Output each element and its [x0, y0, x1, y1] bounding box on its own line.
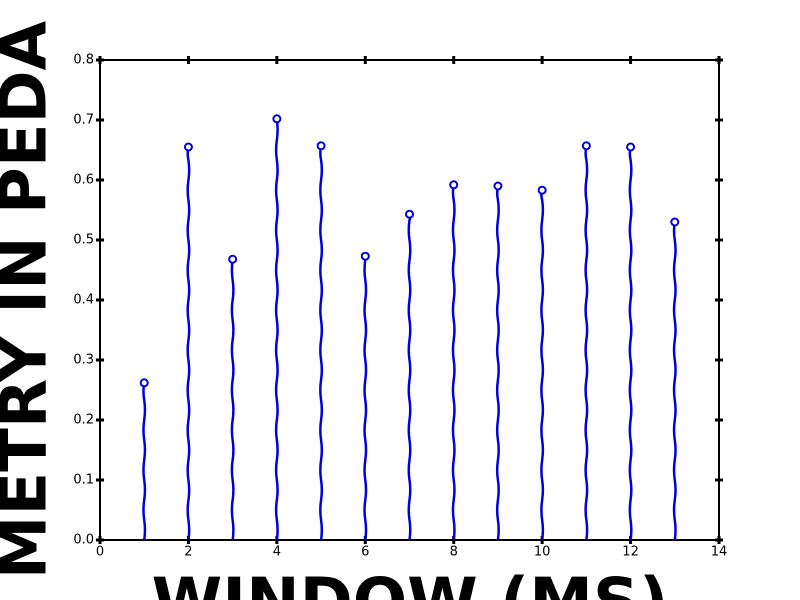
marker	[537, 185, 547, 195]
y-tick-label: 0.7	[73, 113, 94, 128]
y-tick-label: 0.4	[73, 293, 94, 308]
y-tick-label: 0.3	[73, 353, 94, 368]
stem	[584, 145, 589, 541]
marker	[493, 181, 503, 191]
stem	[274, 117, 279, 541]
x-tick-label: 12	[622, 545, 639, 560]
stem	[407, 213, 412, 541]
marker	[183, 142, 193, 152]
marker	[405, 209, 414, 219]
stem	[628, 146, 633, 541]
stem	[540, 189, 545, 541]
stem	[319, 145, 324, 541]
marker	[139, 378, 149, 388]
x-tick-label: 8	[450, 545, 458, 560]
marker	[272, 114, 282, 124]
marker	[360, 251, 370, 261]
y-tick-label: 0.6	[73, 173, 94, 188]
y-tick-label: 0.8	[73, 53, 94, 68]
x-tick-label: 2	[184, 545, 192, 560]
marker	[449, 180, 459, 190]
stem	[230, 257, 235, 541]
y-tick-label: 0.5	[73, 233, 94, 248]
y-axis-label: METRY IN PEDA	[0, 20, 62, 579]
x-tick-label: 14	[711, 545, 728, 560]
marker	[626, 142, 636, 152]
x-tick-label: 10	[534, 545, 551, 560]
stem	[363, 255, 368, 541]
stem	[451, 184, 456, 541]
y-tick-label: 0.2	[73, 413, 94, 428]
x-tick-label: 4	[273, 545, 281, 560]
marker	[670, 217, 680, 227]
stem	[672, 221, 677, 541]
stem	[142, 382, 147, 541]
x-tick-label: 6	[361, 545, 369, 560]
stem	[495, 185, 500, 541]
x-axis-label: WINDOW (MS)	[152, 566, 669, 600]
marker	[581, 141, 591, 151]
y-tick-label: 0.1	[73, 473, 94, 488]
y-tick-label: 0.0	[73, 533, 94, 548]
marker	[228, 254, 238, 264]
marker	[316, 141, 326, 151]
stem	[186, 146, 191, 541]
x-tick-label: 0	[96, 545, 104, 560]
